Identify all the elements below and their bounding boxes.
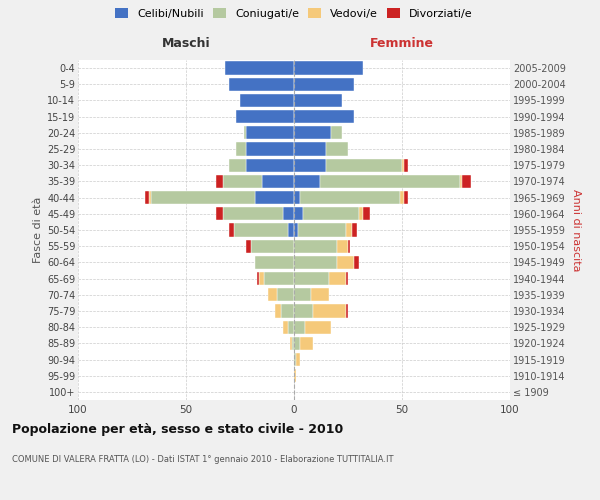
Bar xyxy=(294,142,326,156)
Bar xyxy=(277,288,294,302)
Bar xyxy=(255,256,294,269)
Bar xyxy=(259,272,264,285)
Bar xyxy=(294,288,311,302)
Bar xyxy=(460,175,463,188)
Bar xyxy=(229,158,247,172)
Bar xyxy=(352,224,356,236)
Bar xyxy=(223,175,262,188)
Bar xyxy=(216,175,223,188)
Bar xyxy=(223,207,283,220)
Bar xyxy=(283,320,287,334)
Bar xyxy=(302,207,359,220)
Bar xyxy=(236,142,247,156)
Bar xyxy=(225,62,294,74)
Bar xyxy=(229,78,294,91)
Bar xyxy=(247,240,251,253)
Bar xyxy=(463,175,471,188)
Bar xyxy=(305,320,331,334)
Bar xyxy=(404,158,409,172)
Bar xyxy=(294,320,305,334)
Text: COMUNE DI VALERA FRATTA (LO) - Dati ISTAT 1° gennaio 2010 - Elaborazione TUTTITA: COMUNE DI VALERA FRATTA (LO) - Dati ISTA… xyxy=(12,455,394,464)
Bar xyxy=(294,62,363,74)
Bar xyxy=(287,320,294,334)
Bar xyxy=(294,78,355,91)
Bar xyxy=(326,158,402,172)
Bar xyxy=(281,304,294,318)
Bar xyxy=(247,126,294,140)
Bar xyxy=(294,207,302,220)
Bar xyxy=(294,304,313,318)
Bar xyxy=(236,110,294,124)
Bar xyxy=(359,207,363,220)
Bar xyxy=(326,142,348,156)
Bar xyxy=(294,126,331,140)
Bar xyxy=(301,191,400,204)
Bar xyxy=(402,158,404,172)
Bar xyxy=(355,256,359,269)
Bar xyxy=(251,240,294,253)
Bar xyxy=(292,336,294,350)
Bar xyxy=(247,142,294,156)
Bar xyxy=(313,304,346,318)
Bar xyxy=(400,191,404,204)
Bar xyxy=(145,191,149,204)
Bar xyxy=(294,256,337,269)
Bar xyxy=(337,240,348,253)
Bar xyxy=(151,191,255,204)
Bar xyxy=(346,224,352,236)
Bar xyxy=(348,240,350,253)
Text: Femmine: Femmine xyxy=(370,38,434,51)
Bar xyxy=(363,207,370,220)
Bar xyxy=(296,353,301,366)
Bar xyxy=(294,272,329,285)
Bar xyxy=(290,336,292,350)
Bar xyxy=(275,304,281,318)
Bar xyxy=(257,272,259,285)
Y-axis label: Fasce di età: Fasce di età xyxy=(32,197,43,263)
Bar xyxy=(294,175,320,188)
Bar xyxy=(283,207,294,220)
Bar xyxy=(320,175,460,188)
Bar xyxy=(331,126,341,140)
Bar xyxy=(229,224,233,236)
Bar xyxy=(294,240,337,253)
Text: Maschi: Maschi xyxy=(161,38,211,51)
Bar xyxy=(311,288,329,302)
Bar xyxy=(294,94,341,107)
Bar xyxy=(294,110,355,124)
Bar xyxy=(149,191,151,204)
Bar xyxy=(255,191,294,204)
Bar xyxy=(216,207,223,220)
Bar xyxy=(404,191,409,204)
Bar xyxy=(294,224,298,236)
Bar xyxy=(264,272,294,285)
Text: Popolazione per età, sesso e stato civile - 2010: Popolazione per età, sesso e stato civil… xyxy=(12,422,343,436)
Bar xyxy=(233,224,287,236)
Bar xyxy=(346,272,348,285)
Bar xyxy=(329,272,346,285)
Bar xyxy=(262,175,294,188)
Bar xyxy=(294,158,326,172)
Bar xyxy=(247,158,294,172)
Bar xyxy=(337,256,355,269)
Bar xyxy=(346,304,348,318)
Bar xyxy=(301,336,313,350)
Bar xyxy=(268,288,277,302)
Bar xyxy=(240,94,294,107)
Bar xyxy=(298,224,346,236)
Legend: Celibi/Nubili, Coniugati/e, Vedovi/e, Divorziati/e: Celibi/Nubili, Coniugati/e, Vedovi/e, Di… xyxy=(115,8,473,19)
Bar xyxy=(244,126,247,140)
Bar xyxy=(294,369,296,382)
Bar xyxy=(287,224,294,236)
Bar xyxy=(294,191,301,204)
Bar xyxy=(294,336,301,350)
Y-axis label: Anni di nascita: Anni di nascita xyxy=(571,188,581,271)
Bar xyxy=(294,353,296,366)
